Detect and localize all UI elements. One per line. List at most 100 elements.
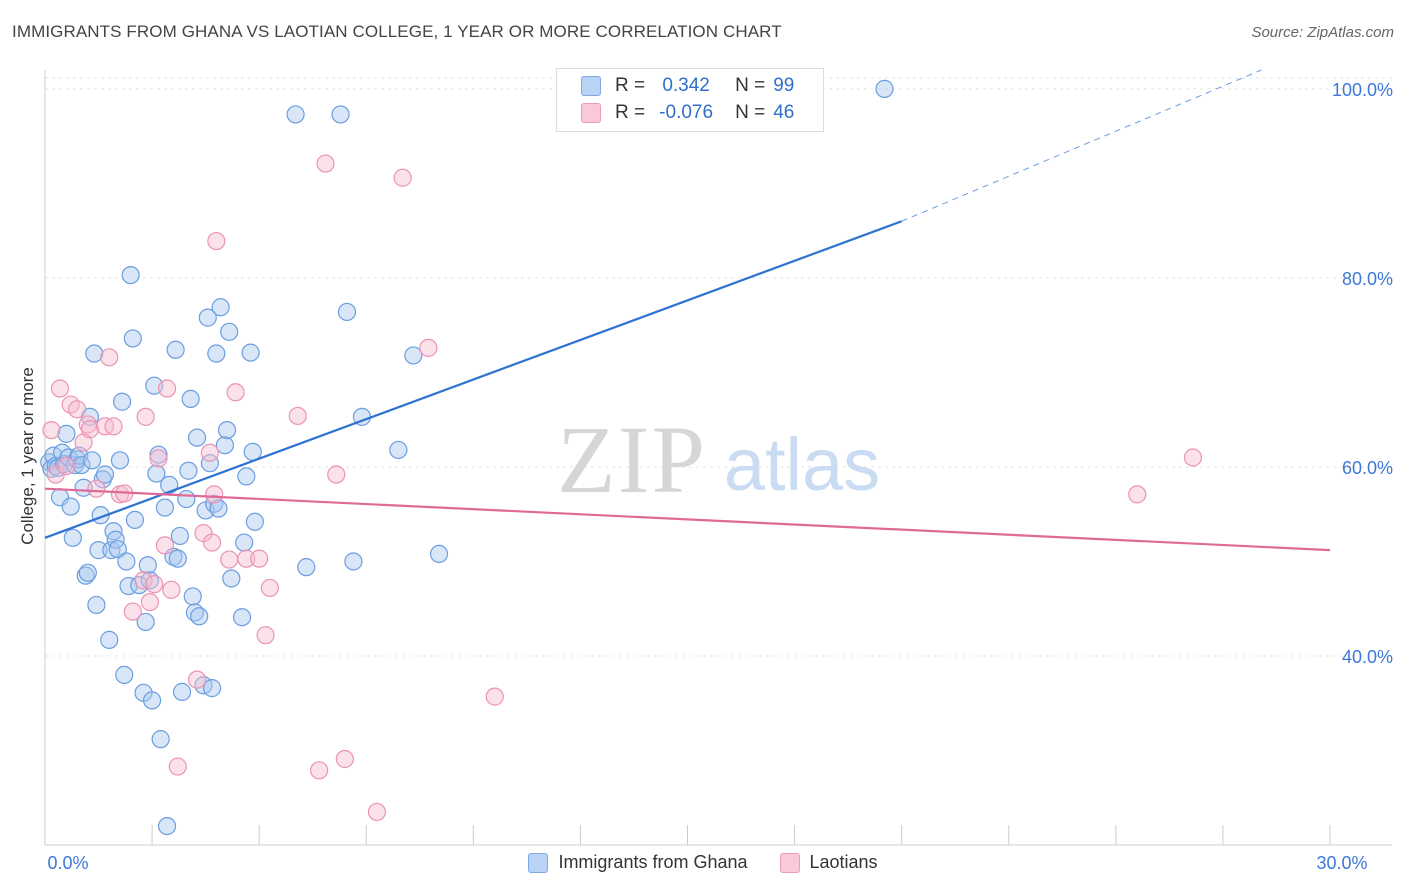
data-point-laotians (134, 571, 153, 590)
data-point-laotians (205, 485, 224, 504)
data-point-ghana (151, 730, 170, 749)
data-point-laotians (327, 465, 346, 484)
data-point-ghana (95, 465, 115, 484)
data-point-ghana (207, 344, 226, 363)
data-point-ghana (198, 308, 217, 327)
data-point-laotians (367, 802, 387, 822)
legend-row-laotians: R = -0.076 N = 46 (581, 100, 794, 126)
data-point-ghana (179, 461, 198, 480)
data-point-laotians (316, 154, 335, 173)
legend-swatch-pink (581, 103, 601, 123)
legend-label-laotians: Laotians (809, 852, 878, 872)
data-point-ghana (286, 105, 305, 124)
data-point-ghana (222, 569, 241, 588)
data-point-ghana (123, 329, 142, 348)
data-point-ghana (157, 816, 177, 836)
data-point-ghana (211, 298, 230, 317)
x-tick-label: 0.0% (47, 853, 88, 873)
data-point-laotians (80, 420, 100, 439)
data-point-laotians (202, 533, 222, 552)
data-point-ghana (215, 436, 234, 455)
legend-n-value-ghana: 99 (773, 75, 795, 96)
data-point-ghana (172, 682, 192, 701)
data-point-laotians (220, 550, 239, 569)
data-point-ghana (117, 552, 136, 571)
trendlines (44, 69, 1331, 552)
series-legend: Immigrants from Ghana Laotians (0, 852, 1406, 873)
data-point-ghana (337, 302, 357, 322)
trendline-laotians (44, 487, 1331, 552)
data-point-laotians (57, 456, 76, 476)
data-point-laotians (419, 338, 438, 357)
data-point-ghana (237, 467, 256, 486)
data-point-ghana (108, 540, 127, 559)
data-point-ghana (61, 497, 80, 516)
data-point-ghana (404, 346, 423, 365)
watermark-zip: ZIP (557, 406, 707, 513)
data-point-laotians (485, 687, 504, 706)
data-point-ghana (89, 541, 108, 560)
data-point-laotians (100, 348, 119, 367)
data-point-laotians (104, 417, 123, 436)
y-tick-label: 80.0% (1342, 269, 1393, 289)
data-point-ghana (142, 691, 162, 710)
data-point-ghana (110, 451, 130, 470)
data-point-laotians (335, 749, 354, 769)
chart-title: IMMIGRANTS FROM GHANA VS LAOTIAN COLLEGE… (12, 22, 782, 41)
data-point-ghana (232, 608, 252, 627)
data-point-laotians (288, 406, 307, 426)
data-point-laotians (168, 757, 187, 776)
legend-r-label: R = (615, 102, 646, 123)
data-point-ghana (190, 607, 209, 626)
data-point-ghana (344, 552, 363, 571)
data-point-ghana (217, 420, 237, 440)
data-point-ghana (220, 322, 239, 341)
data-point-ghana (83, 451, 102, 470)
data-point-laotians (207, 231, 226, 251)
data-point-ghana (72, 455, 91, 475)
data-point-ghana (209, 499, 228, 518)
data-point-ghana (160, 475, 179, 495)
tick-labels: 40.0% 60.0% 80.0% 100.0% 0.0% 30.0% (47, 80, 1393, 873)
watermark-atlas: atlas (724, 423, 880, 506)
data-point-ghana (181, 389, 200, 409)
data-point-laotians (393, 168, 412, 187)
data-point-laotians (145, 575, 164, 594)
legend-item-ghana[interactable]: Immigrants from Ghana (528, 852, 748, 873)
legend-swatch-blue (528, 852, 549, 873)
y-tick-label: 40.0% (1342, 647, 1393, 667)
stats-legend: R = 0.342 N = 99 R = -0.076 N = 46 (556, 68, 824, 132)
data-point-laotians (157, 379, 177, 398)
data-point-ghana (389, 440, 408, 460)
data-point-laotians (87, 479, 106, 498)
data-point-ghana (74, 478, 93, 497)
data-point-ghana (202, 679, 222, 698)
data-point-ghana (147, 464, 166, 483)
legend-n-label: N = (735, 102, 766, 123)
data-point-ghana (87, 595, 106, 615)
legend-swatch-pink (779, 852, 800, 873)
data-point-ghana (187, 428, 207, 447)
data-point-laotians (155, 536, 175, 555)
data-point-laotians (250, 549, 269, 568)
data-point-ghana (429, 544, 449, 564)
data-point-ghana (183, 587, 202, 606)
data-point-laotians (42, 420, 61, 440)
watermark: ZIP atlas (557, 406, 880, 513)
data-point-ghana (331, 105, 350, 124)
data-point-ghana (875, 79, 894, 99)
data-point-ghana (125, 510, 145, 529)
legend-item-laotians[interactable]: Laotians (779, 852, 878, 873)
data-point-laotians (136, 407, 155, 426)
data-point-ghana (100, 630, 119, 650)
data-point-laotians (140, 593, 160, 612)
legend-label-ghana: Immigrants from Ghana (558, 852, 748, 872)
data-point-ghana (177, 489, 196, 509)
data-point-ghana (136, 612, 155, 632)
y-tick-label: 60.0% (1342, 458, 1393, 478)
data-point-laotians (226, 383, 245, 402)
data-point-laotians (1183, 448, 1203, 467)
data-point-laotians (200, 443, 220, 462)
data-point-laotians (260, 578, 279, 598)
